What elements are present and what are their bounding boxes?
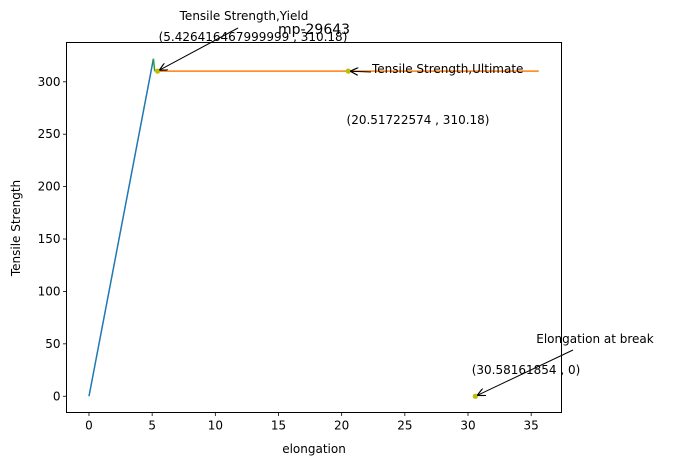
- x-tick-label-6: 30: [460, 419, 475, 433]
- annotation-ultimate-coords: (20.51722574 , 310.18): [347, 113, 490, 127]
- x-tick-label-3: 15: [271, 419, 286, 433]
- tick-marks: 0 5 10 15 20 25 30 35 0 50 100 150 200 250 300: [38, 75, 539, 433]
- x-tick-label-5: 25: [397, 419, 412, 433]
- x-tick-label-2: 10: [208, 419, 223, 433]
- annotation-break-coords: (30.58161854 , 0): [472, 363, 581, 377]
- data-point-2: [472, 393, 478, 399]
- annotation-ultimate-label: Tensile Strength,Ultimate: [371, 62, 523, 76]
- annotation-arrow-2: [477, 349, 574, 395]
- x-axis-label: elongation: [282, 442, 346, 456]
- annotation-break-label: Elongation at break: [536, 332, 654, 346]
- annotation-yield-label: Tensile Strength,Yield: [179, 9, 309, 23]
- series-line-0: [88, 58, 155, 397]
- annotation-arrow-1: [350, 71, 372, 72]
- x-tick-label-7: 35: [524, 419, 539, 433]
- y-axis-label: Tensile Strength: [9, 180, 23, 277]
- annotation-break: Elongation at break (30.58161854 , 0): [472, 332, 654, 377]
- annotation-ultimate: Tensile Strength,Ultimate (20.51722574 ,…: [347, 62, 524, 127]
- y-tick-label-4: 200: [38, 180, 61, 194]
- x-tick-label-4: 20: [334, 419, 349, 433]
- y-tick-label-3: 150: [38, 232, 61, 246]
- x-tick-label-1: 5: [148, 419, 156, 433]
- annotation-yield-coords: (5.426416467999999 , 310.18): [159, 30, 348, 44]
- annotation-arrow-0: [159, 27, 239, 70]
- data-point-0: [154, 68, 161, 74]
- y-tick-label-5: 250: [38, 127, 61, 141]
- annotation-yield: Tensile Strength,Yield (5.42641646799999…: [159, 9, 348, 44]
- y-tick-label-1: 50: [45, 337, 60, 351]
- chart-title: mp-29643: [278, 22, 350, 38]
- axes-frame: [66, 42, 562, 413]
- x-tick-label-0: 0: [85, 419, 93, 433]
- y-tick-label-2: 100: [38, 284, 61, 298]
- y-tick-label-0: 0: [53, 389, 61, 403]
- plot-area: [88, 58, 539, 399]
- data-point-1: [345, 68, 351, 74]
- y-tick-label-6: 300: [38, 75, 61, 89]
- series-line-1: [152, 58, 156, 72]
